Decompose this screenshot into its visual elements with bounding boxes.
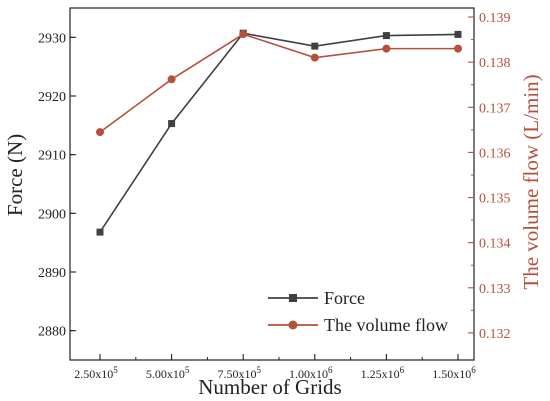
legend-label: The volume flow [324,315,448,335]
data-point-volume-flow [167,75,176,84]
data-point-volume-flow [96,128,104,137]
y-right-tick-label: 0.135 [479,192,511,207]
data-point-force [96,228,104,236]
y-left-tick-label: 2910 [38,149,66,164]
x-tick-exponent: 6 [328,365,333,375]
x-tick-label: 1.50x106 [432,365,476,381]
x-tick-exponent: 5 [113,365,118,375]
y-left-tick-label: 2930 [38,31,66,46]
y-right-tick-label: 0.133 [479,282,511,297]
legend-marker-circle [288,320,298,330]
series-layer [96,29,462,236]
y-right-tick-label: 0.132 [479,327,511,342]
y-right-tick-label: 0.139 [479,11,511,26]
x-tick-exponent: 5 [256,365,261,375]
y-right-tick-label: 0.136 [479,146,511,161]
data-point-volume-flow [310,53,319,62]
data-point-force [311,42,319,50]
legend-label: Force [324,288,365,308]
y-left-tick-label: 2890 [38,266,66,281]
right-y-axis: 0.132 0.133 0.134 0.135 0.136 0.137 0.138 0.139 [468,11,511,342]
x-tick-label: 2.50x105 [74,365,118,381]
x-axis-title: Number of Grids [198,375,341,399]
plot-frame [69,7,475,361]
x-tick-label: 5.00x105 [146,365,190,381]
y-right-tick-label: 0.134 [479,237,511,252]
left-y-axis: 2880 2890 2900 2910 2920 2930 [38,31,76,340]
y-left-tick-label: 2900 [38,207,66,222]
x-tick-exponent: 6 [471,365,476,375]
plot-area [69,7,475,361]
x-axis: 2.50x105 5.00x105 7.50x105 1.00x106 1.25x106… [74,354,476,381]
data-point-volume-flow [382,44,391,53]
y-axis-right-title: The volume flow (L/min) [519,74,543,289]
x-tick-exponent: 6 [400,365,405,375]
x-tick-label: 7.50x105 [217,365,261,381]
y-left-tick-label: 2880 [38,325,66,340]
data-point-force [454,30,462,38]
y-right-tick-label: 0.137 [479,101,511,116]
data-point-force [382,32,390,40]
data-point-volume-flow [239,30,248,39]
data-point-volume-flow [454,44,462,53]
x-tick-label: 1.25x106 [361,365,405,381]
data-point-force [168,120,176,128]
y-right-tick-label: 0.138 [479,56,511,71]
y-axis-left-title: Force (N) [3,134,27,216]
series-line-the-volume-flow [99,33,458,133]
y-left-tick-label: 2920 [38,90,66,105]
series-line-force [99,32,459,233]
x-tick-exponent: 5 [185,365,190,375]
x-tick-label: 1.00x106 [289,365,333,381]
legend-marker-square [289,294,297,302]
legend: Force The volume flow [268,288,448,335]
